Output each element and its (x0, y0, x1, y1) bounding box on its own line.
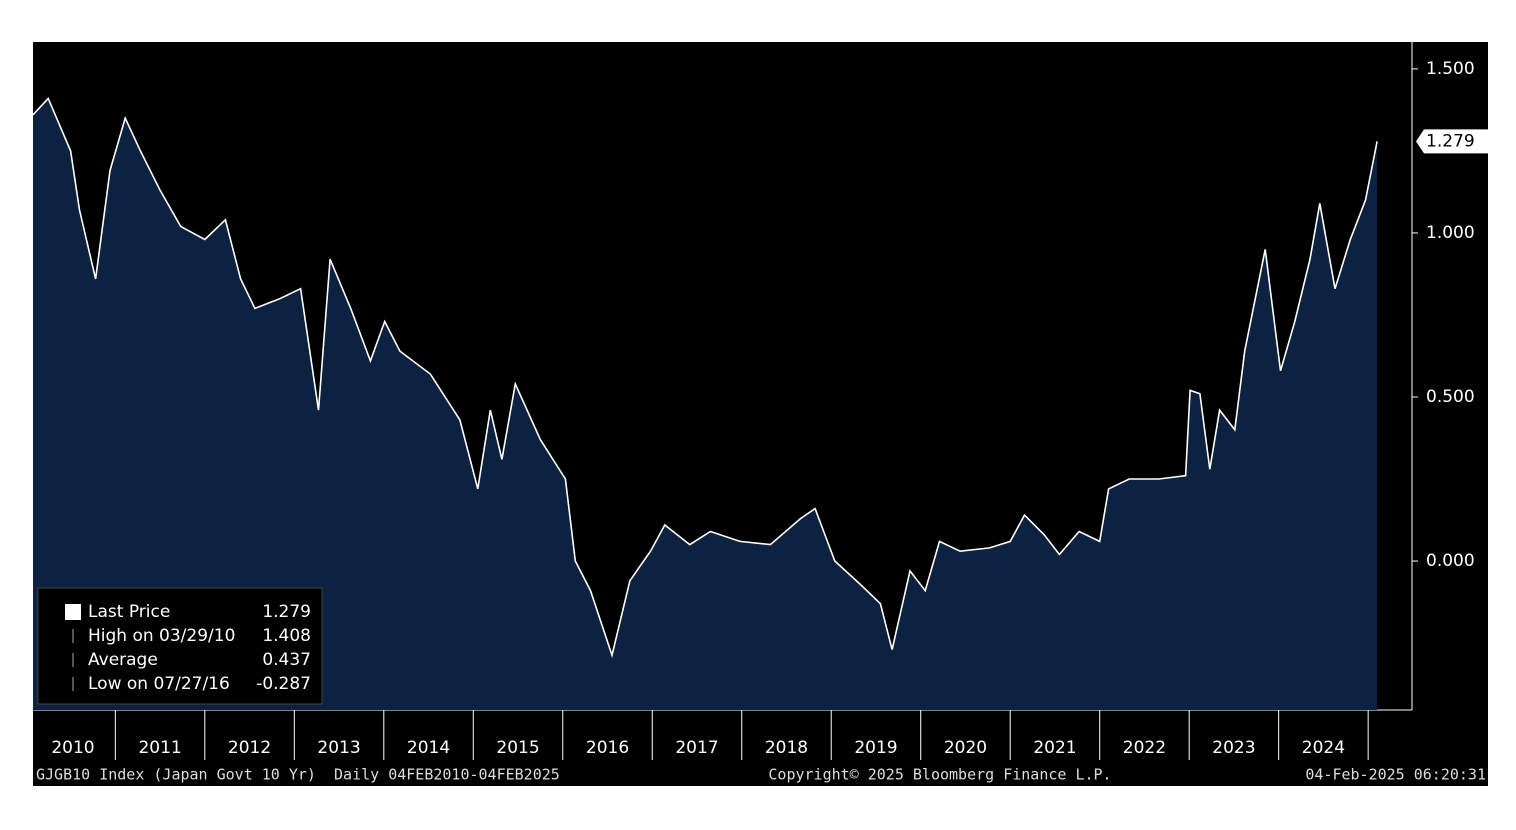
x-tick-label: 2016 (586, 738, 629, 758)
x-tick-label: 2023 (1212, 738, 1255, 758)
x-tick-label: 2021 (1033, 738, 1076, 758)
x-tick-label: 2014 (407, 738, 450, 758)
footer-right: 04-Feb-2025 06:20:31 (1305, 766, 1486, 784)
legend-value: 1.408 (262, 626, 311, 646)
x-tick-label: 2024 (1302, 738, 1345, 758)
x-tick-label: 2020 (944, 738, 987, 758)
legend-label: Average (88, 650, 158, 670)
x-tick-label: 2018 (765, 738, 808, 758)
x-tick-label: 2010 (51, 738, 94, 758)
x-tick-label: 2022 (1123, 738, 1166, 758)
x-tick-label: 2015 (496, 738, 539, 758)
legend-label: High on 03/29/10 (88, 626, 235, 646)
x-tick-label: 2011 (138, 738, 181, 758)
x-tick-label: 2019 (854, 738, 897, 758)
last-value-flag (1416, 129, 1488, 154)
last-value-label: 1.279 (1426, 131, 1475, 151)
y-tick-label: 1.500 (1426, 59, 1475, 79)
y-tick-label: 0.500 (1426, 387, 1475, 407)
legend-label: Low on 07/27/16 (88, 674, 230, 694)
legend-label: Last Price (88, 602, 170, 622)
footer-left: GJGB10 Index (Japan Govt 10 Yr) Daily 04… (36, 766, 560, 784)
x-tick-label: 2017 (675, 738, 718, 758)
legend-box (37, 587, 323, 705)
legend-value: 1.279 (262, 602, 311, 622)
y-tick-label: 1.000 (1426, 223, 1475, 243)
legend-value: -0.287 (256, 674, 311, 694)
x-tick-label: 2013 (317, 738, 360, 758)
legend-value: 0.437 (262, 650, 311, 670)
x-tick-label: 2012 (228, 738, 271, 758)
footer-center: Copyright© 2025 Bloomberg Finance L.P. (768, 766, 1111, 784)
area (33, 98, 1378, 710)
line (32, 96, 1378, 659)
y-tick-label: 0.000 (1426, 551, 1475, 571)
legend-swatch (65, 604, 81, 620)
